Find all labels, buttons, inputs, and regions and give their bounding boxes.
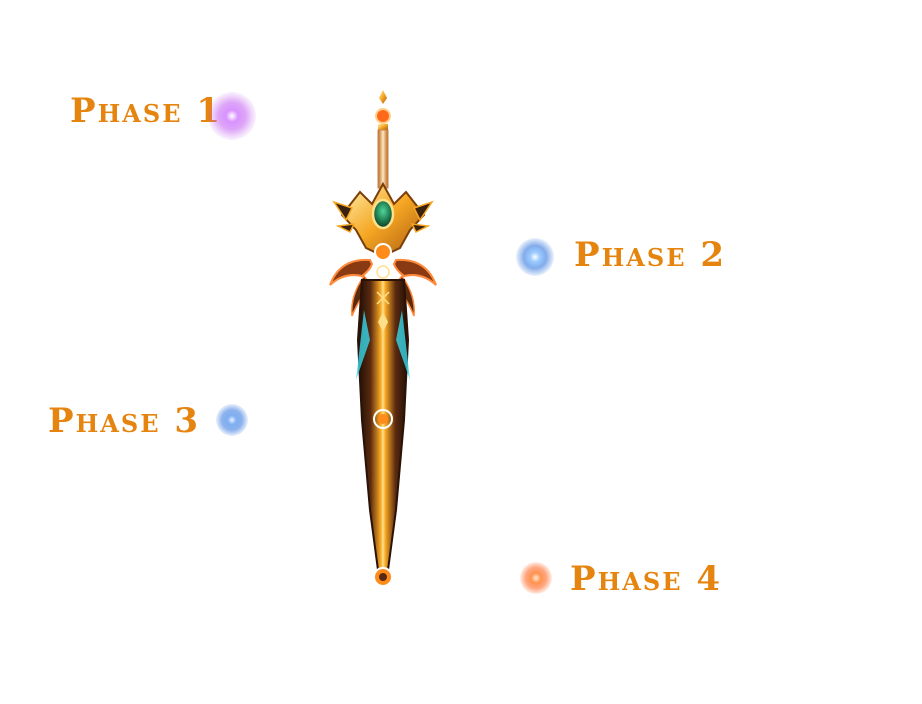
- phase-3-orb-icon[interactable]: [216, 404, 248, 436]
- phase-2-orb-icon[interactable]: [516, 238, 554, 276]
- phase-2-marker[interactable]: [374, 243, 392, 261]
- sword-handle: [377, 129, 389, 189]
- phase-3-label: Phase 3: [48, 401, 200, 441]
- phase-3-marker[interactable]: [373, 409, 393, 429]
- phase-1-orb-icon[interactable]: [208, 92, 256, 140]
- sword-crossguard: [332, 181, 434, 258]
- sword-pommel: [375, 90, 391, 130]
- phase-4-orb-icon[interactable]: [520, 562, 552, 594]
- phase-4-label: Phase 4: [570, 559, 722, 599]
- sword-blade: [356, 265, 410, 585]
- phase-2-label: Phase 2: [574, 235, 726, 275]
- ornate-sword-icon: [329, 90, 437, 587]
- phase-1-label: Phase 1: [70, 91, 222, 131]
- phase-4-marker[interactable]: [373, 567, 393, 587]
- green-gem-icon: [371, 198, 395, 230]
